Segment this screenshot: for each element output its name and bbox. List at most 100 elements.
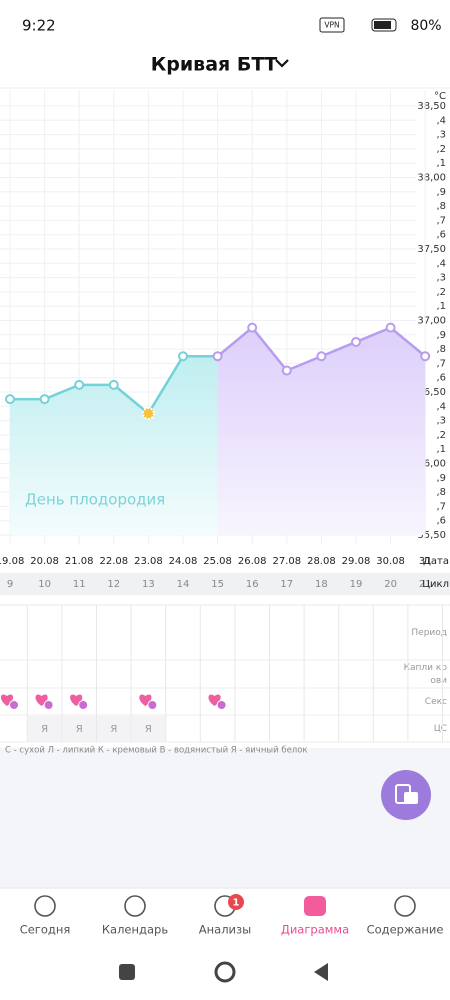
area [217,327,426,535]
cycle-label: 18 [315,579,328,590]
cycle-label: 12 [107,579,120,590]
date-label: 29.08 [342,556,371,567]
tab-icon[interactable] [124,895,146,917]
point [420,351,431,362]
cycle-label: 14 [177,579,190,590]
row-label: ови [430,676,447,686]
tab-label[interactable]: Диаграмма [281,923,349,937]
point [39,394,50,405]
date-label: 20.08 [30,556,59,567]
tab-label[interactable]: Анализы [199,923,251,937]
cs-cell [27,716,62,742]
date-row-label: Дата [423,556,449,567]
y-tick-label: 38,00 [417,173,446,184]
point [247,322,258,333]
y-tick-label: ,9 [436,473,446,484]
point [74,379,85,390]
y-tick-label: ,1 [436,301,446,312]
y-tick-label: ,2 [436,144,446,155]
dropdown-icon[interactable] [275,59,289,68]
tab-label[interactable]: Календарь [102,923,168,937]
y-tick-label: ,8 [436,344,446,355]
cycle-label: 16 [246,579,259,590]
y-tick-label: ,8 [436,201,446,212]
chart: °C 35,50 ,6 ,7 ,8 ,9 36,00 ,1 ,2 ,3 ,4 36,50 ,6 ,7 ,8,… [0,90,450,595]
cycle-label: 11 [73,579,86,590]
row-label: Период [411,628,447,638]
y-tick-label: ,3 [436,273,446,284]
cycle-label: 21 [419,579,432,590]
cycle-label: 13 [142,579,155,590]
cs-cell [62,716,96,742]
y-tick-label: ,8 [436,487,446,498]
badge [228,894,244,910]
y-tick-label: ,4 [436,401,446,412]
tab-icon[interactable] [394,895,416,917]
cycle-label: 19 [350,579,363,590]
y-tick-label: ,1 [436,444,446,455]
y-tick-label: ,9 [436,330,446,341]
battery-icon [371,18,397,32]
cs-mark: Я [110,724,117,735]
y-tick-label: ,6 [436,373,446,384]
tab-icon[interactable] [304,896,326,916]
tab-label[interactable]: Сегодня [20,923,71,937]
sys-recent[interactable] [119,964,135,980]
point [385,322,396,333]
cycle-label: 10 [38,579,51,590]
point [281,365,292,376]
date-label: 25.08 [203,556,232,567]
cycle-label: 20 [384,579,397,590]
y-tick-label: 36,00 [417,459,446,470]
cycle-row [0,573,450,595]
cs-mark: Я [76,724,83,735]
legend-text: С - сухой Л - липкий К - кремовый В - во… [5,746,308,756]
row-label: Секс [425,697,447,707]
y-tick-label: ,7 [436,501,446,512]
y-tick-label: 37,50 [417,244,446,255]
battery-level [374,21,391,29]
point [5,394,15,405]
cycle-label: 9 [7,579,13,590]
date-label: 21.08 [65,556,94,567]
battery: 80% [410,18,441,34]
y-tick-label: 35,50 [417,530,446,541]
date-label: 30.08 [376,556,405,567]
area [10,356,218,535]
date-label: 27.08 [272,556,301,567]
date-label: 22.08 [99,556,128,567]
date-label: 19.08 [0,556,24,567]
annotation: День плодородия [25,491,165,509]
y-tick-label: ,3 [436,130,446,141]
point [316,351,327,362]
heart-badge [78,700,89,710]
cs-mark: Я [145,724,152,735]
y-tick-label: ,3 [436,416,446,427]
heart-badge [147,700,158,710]
tab-label[interactable]: Содержание [367,923,444,937]
point-highlight [141,406,155,420]
fab-icon [404,792,418,804]
row-label: Капли кр [404,663,448,673]
point [108,379,119,390]
tab-icon[interactable] [34,895,56,917]
sys-home[interactable] [214,961,236,983]
time: 9:22 [22,17,56,35]
y-tick-label: ,4 [436,115,446,126]
tracker: Период Капли кр ови Секс ЦС Я Я Я Я С - сухой Л -… [0,604,450,756]
cycle-row-label: Цикл [422,579,449,590]
point [351,336,361,347]
cs-cell [97,716,131,742]
y-tick-label: 37,00 [417,316,446,327]
cs-cell [131,716,166,742]
y-tick-label: ,4 [436,258,446,269]
vpn: VPN [324,21,339,30]
y-tick-label: 38,50 [417,101,446,112]
heart-badge [9,700,19,710]
lower-bg [0,748,450,888]
title[interactable]: Кривая БТТ [151,54,278,76]
sys-back[interactable] [314,963,328,981]
cycle-label: 15 [211,579,224,590]
point [212,351,223,362]
